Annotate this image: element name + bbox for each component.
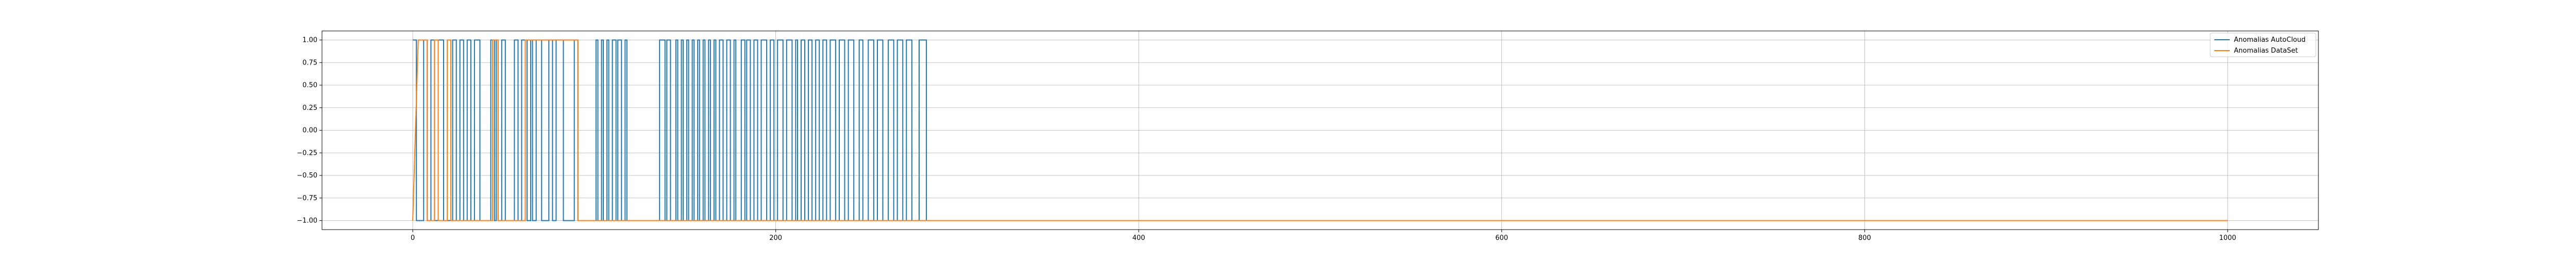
y-tick-label: 0.25 <box>302 104 317 112</box>
y-axis: 1.00 0.75 0.50 0.25 0.00 −0.25 −0.50 −0.75 −1.00 <box>297 37 322 225</box>
y-tick-label: −0.25 <box>297 149 317 157</box>
y-tick-label: 0.50 <box>302 82 317 89</box>
y-tick-label: −1.00 <box>297 217 317 225</box>
legend: Anomalias AutoCloud Anomalias DataSet <box>2210 33 2316 57</box>
legend-label-dataset: Anomalias DataSet <box>2234 47 2298 55</box>
x-tick-label: 200 <box>769 234 782 242</box>
y-tick-label: −0.50 <box>297 172 317 180</box>
y-tick-label: −0.75 <box>297 195 317 202</box>
y-tick-label: 1.00 <box>302 37 317 44</box>
x-tick-label: 400 <box>1132 234 1145 242</box>
y-tick-label: 0.75 <box>302 59 317 67</box>
legend-label-autocloud: Anomalias AutoCloud <box>2234 36 2306 44</box>
series-layer <box>412 39 2228 221</box>
x-tick-label: 600 <box>1495 234 1508 242</box>
series-line-dataset <box>412 39 2228 221</box>
legend-box <box>2210 33 2316 57</box>
x-axis: 0 200 400 600 800 1000 <box>411 230 2236 242</box>
grid-lines <box>322 31 2318 230</box>
x-tick-label: 800 <box>1858 234 1871 242</box>
x-tick-label: 0 <box>411 234 415 242</box>
y-tick-label: 0.00 <box>302 127 317 135</box>
x-tick-label: 1000 <box>2219 234 2236 242</box>
